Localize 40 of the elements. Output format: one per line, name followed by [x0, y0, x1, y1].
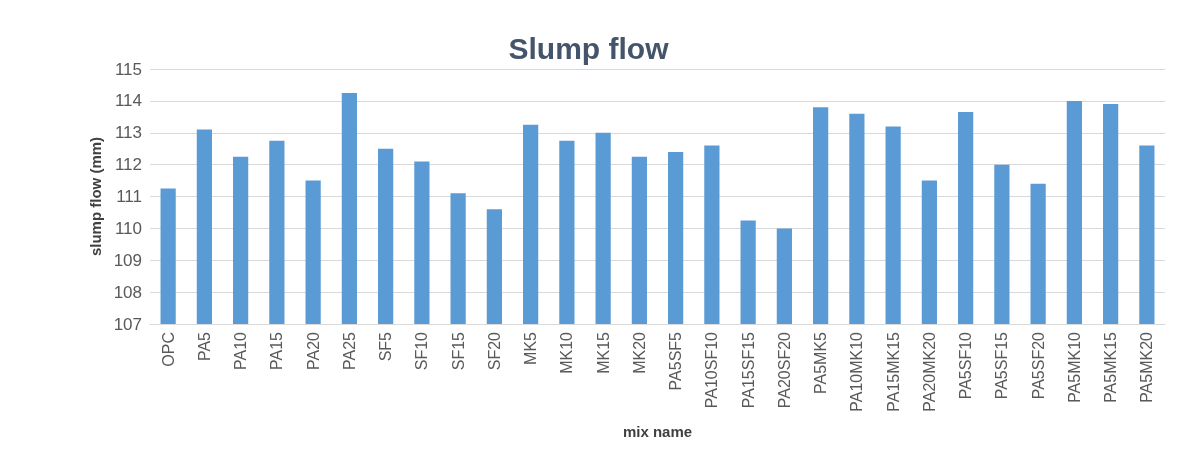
x-tick-label: PA10SF10 — [703, 331, 721, 409]
x-tick-label: MK10 — [558, 331, 576, 374]
x-tick-label: PA5MK15 — [1102, 331, 1120, 403]
x-tick-label: MK15 — [594, 331, 612, 374]
y-tick-label: 108 — [113, 282, 142, 302]
x-tick-label: SF20 — [485, 331, 503, 371]
x-tick-label: PA10MK10 — [848, 331, 866, 412]
x-tick-label: PA5MK20 — [1138, 331, 1156, 403]
x-tick-label: PA15 — [268, 331, 286, 370]
x-tick-label: PA20 — [304, 331, 322, 370]
x-tick-label: PA5SF10 — [957, 331, 975, 400]
y-tick-label: 115 — [114, 59, 142, 79]
chart-title: Slump flow — [508, 31, 670, 65]
x-tick-label: PA20SF20 — [775, 331, 793, 409]
y-tick-label: 114 — [114, 91, 142, 111]
y-tick-label: 111 — [116, 187, 142, 206]
x-tick-label: PA5SF15 — [993, 331, 1011, 400]
x-tick-label: PA5MK5 — [812, 331, 830, 394]
x-tick-label: MK20 — [630, 331, 648, 374]
x-tick-label: PA20MK20 — [920, 331, 938, 412]
x-tick-label: OPC — [159, 332, 177, 367]
y-tick-label: 109 — [113, 250, 142, 270]
y-tick-label: 112 — [114, 155, 142, 175]
x-tick-label: PA10 — [232, 331, 250, 370]
y-axis-title: slump flow (mm) — [86, 136, 104, 257]
x-tick-label: SF5 — [377, 331, 395, 362]
x-tick-label: SF10 — [413, 331, 431, 371]
x-tick-label: PA15SF15 — [739, 331, 757, 409]
x-tick-label: MK5 — [522, 331, 540, 365]
x-tick-label: PA5MK10 — [1065, 331, 1083, 403]
y-tick-label: 110 — [114, 218, 142, 238]
x-tick-label: PA25 — [340, 331, 358, 370]
y-tick-label: 107 — [113, 314, 142, 334]
y-tick-label: 113 — [114, 123, 142, 143]
x-tick-label: SF15 — [449, 331, 467, 371]
x-axis-title: mix name — [622, 423, 693, 440]
x-tick-label: PA5SF5 — [667, 331, 685, 391]
x-tick-label: PA15MK15 — [884, 331, 902, 412]
x-tick-label: PA5 — [195, 331, 213, 362]
x-tick-label: PA5SF20 — [1029, 331, 1047, 400]
